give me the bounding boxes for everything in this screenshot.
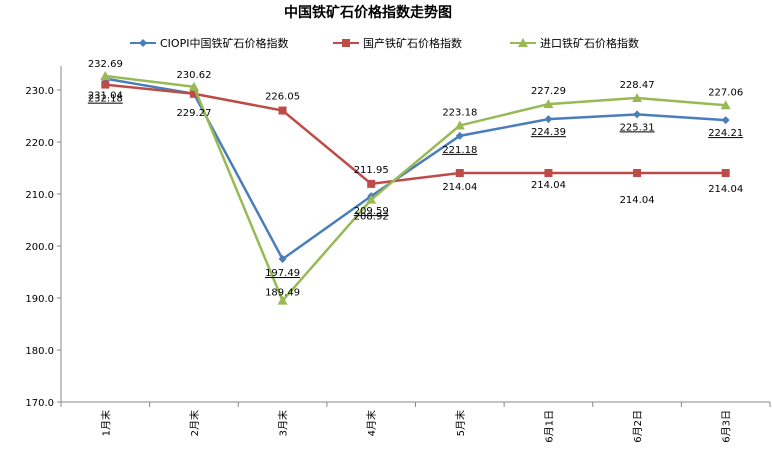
data-point [454,120,465,130]
data-point [721,116,730,125]
data-label: 208.92 [354,212,389,223]
data-point [366,194,377,204]
data-label: 211.95 [354,165,389,176]
x-tick-label: 3月末 [277,410,290,436]
legend-label-domestic: 国产铁矿石价格指数 [363,36,462,50]
data-point [278,255,287,264]
data-label: 227.06 [708,87,743,98]
data-point [188,81,199,91]
data-label: 197.49 [265,268,300,279]
data-labels-layer: 232.18 229.27 197.49 209.59 221.18 224.39 225.… [88,59,743,299]
x-tick-label: 2月末 [188,410,201,436]
data-label: 209.59 [354,206,389,217]
data-label: 224.21 [708,128,743,139]
data-point [101,80,110,89]
data-label: 230.62 [176,70,211,81]
y-tick-label: 170.0 [25,398,54,409]
y-tick-label: 220.0 [25,138,54,149]
data-label: 221.18 [442,145,477,156]
data-label: 232.18 [88,94,123,105]
data-point [632,92,643,102]
data-label: 229.27 [176,108,211,119]
data-point [455,168,464,177]
y-tick-label: 180.0 [25,346,54,357]
data-label: 214.04 [442,182,477,193]
data-point [367,179,376,188]
data-point [278,106,287,115]
data-label: 226.05 [265,92,300,103]
data-point [100,71,111,81]
data-point [633,110,642,119]
y-tick-label: 230.0 [25,86,54,97]
data-label: 214.04 [708,184,743,195]
x-tick-label: 4月末 [365,410,378,436]
x-tick-label: 6月2日 [632,410,644,443]
series-line-2 [105,74,726,303]
legend-label-import: 进口铁矿石价格指数 [540,36,639,50]
x-tick-label: 5月末 [454,410,467,436]
data-point [455,131,464,140]
data-point [544,168,553,177]
data-label: 214.04 [620,195,655,206]
data-label: 232.69 [88,59,123,70]
data-point [720,100,731,110]
legend: CIOPI中国铁矿石价格指数 国产铁矿石价格指数 进口铁矿石价格指数 [130,36,639,50]
data-point [633,168,642,177]
y-tick-label: 190.0 [25,294,54,305]
legend-item-import: 进口铁矿石价格指数 [510,36,639,50]
axes: 170.0 180.0 190.0 200.0 210.0 220.0 230.0 1月末 2月… [25,66,771,443]
data-point [544,115,553,124]
series-line-1 [105,83,726,186]
data-point [189,89,198,98]
x-tick-label: 1月末 [99,410,112,436]
data-label: 224.39 [531,127,566,138]
x-tick-label: 6月1日 [543,410,555,443]
data-label: 227.29 [531,86,566,97]
data-label: 214.04 [531,180,566,191]
data-label: 189.49 [265,288,300,299]
series-line-0 [105,77,726,261]
data-label: 225.31 [620,122,655,133]
data-point [721,168,730,177]
legend-label-ciopi: CIOPI中国铁矿石价格指数 [160,36,288,50]
data-point [543,99,554,109]
y-tick-label: 200.0 [25,242,54,253]
series-layer [100,71,731,305]
y-tick-label: 210.0 [25,190,54,201]
legend-item-domestic: 国产铁矿石价格指数 [333,36,462,50]
x-tick-label: 6月3日 [721,410,733,443]
chart-title: 中国铁矿石价格指数走势图 [284,4,452,21]
data-label: 231.04 [88,91,123,102]
data-label: 223.18 [442,107,477,118]
data-point [277,295,288,305]
data-label: 228.47 [620,80,655,91]
legend-item-ciopi: CIOPI中国铁矿石价格指数 [130,36,288,50]
